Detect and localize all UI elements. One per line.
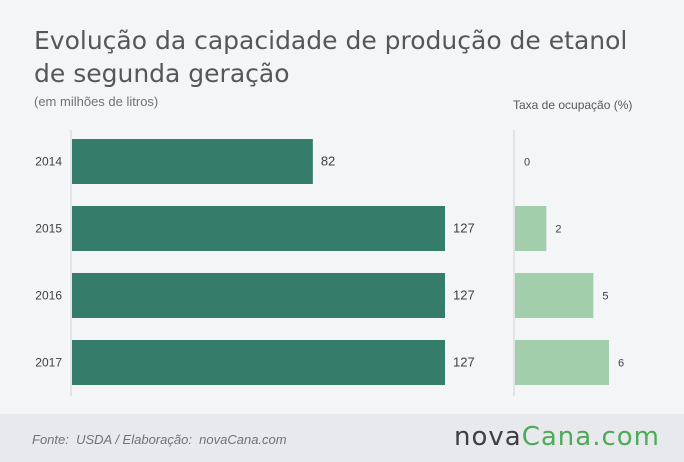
capacity-value-2016: 127 (453, 288, 475, 303)
occupancy-value-2016: 5 (602, 291, 608, 303)
occupancy-value-2017: 6 (618, 358, 624, 370)
capacity-bar-2017 (72, 340, 445, 385)
year-label-2016: 2016 (35, 289, 62, 303)
capacity-bar-2014 (72, 139, 313, 184)
year-label-2014: 2014 (35, 155, 62, 169)
capacity-bars: 2014 82 2015 127 2016 127 2017 127 (35, 139, 475, 385)
occupancy-value-2014: 0 (524, 157, 530, 169)
logo-part-com: .com (592, 422, 660, 452)
occupancy-value-2015: 2 (555, 224, 561, 236)
occupancy-bar-2017 (515, 340, 609, 385)
occupancy-bars: 0 2 5 6 (515, 157, 624, 385)
logo-part-nova: nova (453, 422, 522, 452)
capacity-bar-2016 (72, 273, 445, 318)
capacity-value-2015: 127 (453, 221, 475, 236)
novacana-logo: novaCana.com (454, 422, 660, 452)
year-label-2017: 2017 (35, 356, 62, 370)
year-label-2015: 2015 (35, 222, 62, 236)
logo-part-cana: Cana (521, 422, 593, 452)
footer: Fonte: USDA / Elaboração: novaCana.com n… (0, 414, 684, 462)
capacity-value-2014: 82 (321, 154, 335, 169)
chart-title: Evolução da capacidade de produção de et… (34, 26, 628, 88)
capacity-bar-2015 (72, 206, 445, 251)
capacity-value-2017: 127 (453, 355, 475, 370)
occupancy-title: Taxa de ocupação (%) (513, 98, 633, 112)
occupancy-bar-2016 (515, 273, 594, 318)
chart-subtitle: (em milhões de litros) (34, 94, 159, 109)
occupancy-bar-2015 (515, 206, 547, 251)
bar-chart: 2014 82 2015 127 2016 127 2017 127 0 2 5 6 (35, 130, 624, 396)
source-text: Fonte: USDA / Elaboração: novaCana.com (32, 432, 287, 447)
